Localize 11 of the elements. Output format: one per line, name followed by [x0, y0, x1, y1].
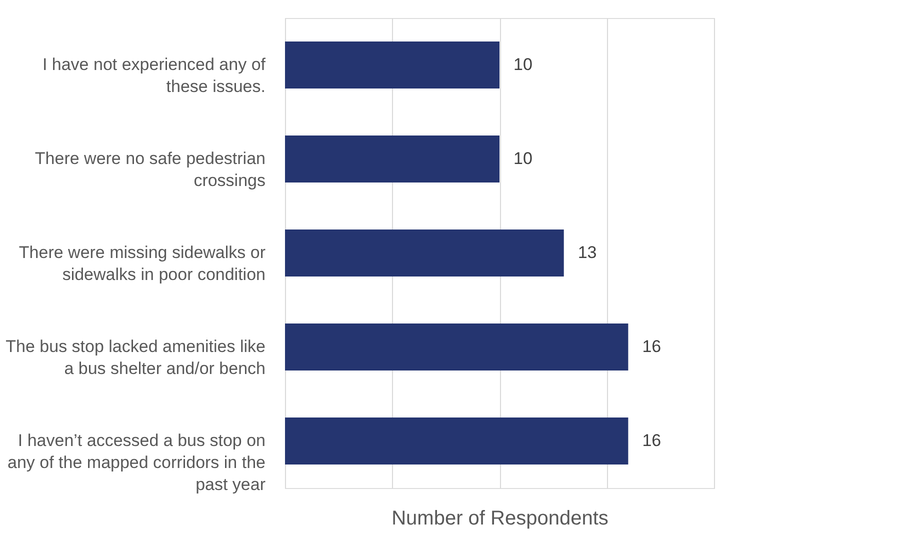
y-tick-label: I haven’t accessed a bus stop on any of the mapped corridors in the past year	[8, 431, 266, 494]
y-tick-label: There were no safe pedestrian crossings	[34, 149, 266, 190]
y-tick-label: The bus stop lacked amenities like a bus shelter and/or bench	[6, 337, 266, 378]
x-axis-title: Number of Respondents	[392, 508, 608, 530]
data-label: 10	[514, 55, 532, 74]
data-label: 16	[642, 337, 662, 356]
data-label: 13	[578, 243, 597, 262]
data-label: 16	[642, 431, 662, 450]
y-tick-label: There were missing sidewalks or sidewalks in poor condition	[18, 243, 266, 284]
y-tick-label: I have not experienced any of these issues.	[42, 55, 266, 96]
data-label: 10	[514, 149, 532, 168]
